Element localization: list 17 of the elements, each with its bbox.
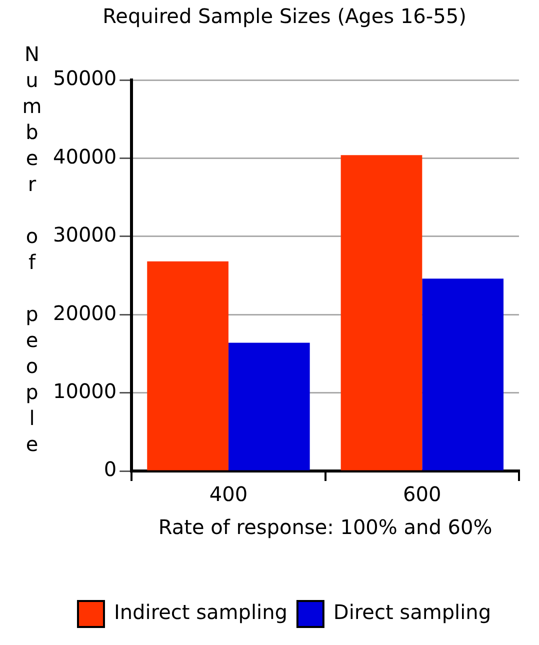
bar [422, 278, 504, 470]
bar [147, 261, 228, 470]
chart-title: Required Sample Sizes (Ages 16-55) [102, 4, 466, 28]
y-axis-title: Number of people [20, 42, 44, 458]
y-tick-label: 20000 [53, 300, 117, 325]
legend-label: Direct sampling [333, 600, 492, 624]
y-tick-label: 30000 [53, 222, 117, 247]
x-tick-label: 400 [209, 482, 248, 506]
y-tick-label: 0 [104, 457, 117, 482]
bar [340, 155, 422, 470]
y-tick-label: 10000 [53, 379, 117, 404]
x-tick-label: 600 [403, 482, 442, 506]
y-tick-label: 50000 [53, 66, 117, 90]
legend-label: Indirect sampling [114, 600, 288, 624]
y-tick-label: 40000 [53, 144, 117, 168]
bar [228, 342, 310, 470]
x-axis-title: Rate of response: 100% and 60% [158, 515, 492, 540]
